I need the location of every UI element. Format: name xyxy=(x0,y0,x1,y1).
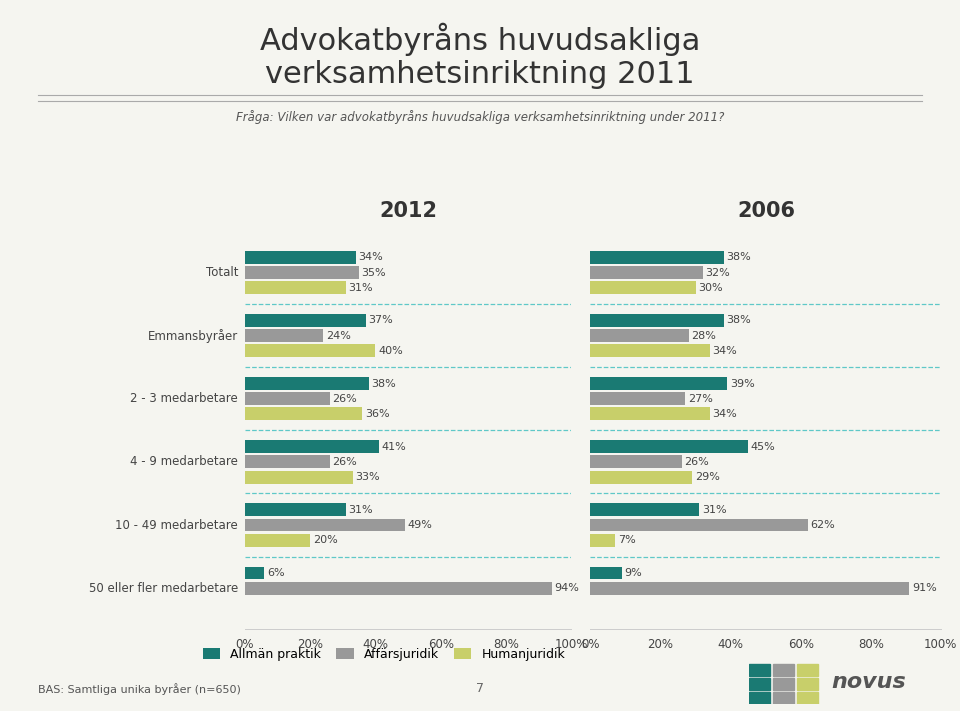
Text: 94%: 94% xyxy=(554,583,579,593)
Bar xyxy=(245,392,329,405)
Text: 49%: 49% xyxy=(407,520,432,530)
Bar xyxy=(245,407,362,420)
Bar xyxy=(245,344,375,357)
Bar xyxy=(590,503,699,516)
Bar xyxy=(797,692,818,704)
Bar xyxy=(590,282,695,294)
Bar xyxy=(245,518,405,532)
Bar xyxy=(590,266,703,279)
Text: 62%: 62% xyxy=(810,520,835,530)
Bar xyxy=(797,678,818,690)
Text: 20%: 20% xyxy=(313,535,338,545)
Text: 2012: 2012 xyxy=(379,201,437,221)
Bar xyxy=(245,378,369,390)
Bar xyxy=(749,664,770,676)
Bar xyxy=(590,392,685,405)
Bar xyxy=(749,692,770,704)
Text: 10 - 49 medarbetare: 10 - 49 medarbetare xyxy=(115,518,238,532)
Text: 26%: 26% xyxy=(332,394,357,404)
Bar xyxy=(245,329,324,342)
Text: 32%: 32% xyxy=(706,267,731,277)
Text: 26%: 26% xyxy=(684,457,709,467)
Text: BAS: Samtliga unika byråer (n=650): BAS: Samtliga unika byråer (n=650) xyxy=(38,683,241,695)
Bar xyxy=(590,344,709,357)
Bar xyxy=(245,314,366,327)
Text: 7: 7 xyxy=(476,683,484,695)
Bar xyxy=(590,456,682,469)
Text: 40%: 40% xyxy=(378,346,403,356)
Bar xyxy=(590,567,622,579)
Bar xyxy=(773,692,794,704)
Bar xyxy=(797,664,818,676)
Bar xyxy=(245,282,346,294)
Text: 91%: 91% xyxy=(912,583,937,593)
Text: 37%: 37% xyxy=(369,316,393,326)
Bar xyxy=(773,678,794,690)
Bar xyxy=(245,582,552,594)
Bar xyxy=(245,266,359,279)
Bar xyxy=(590,582,909,594)
Text: 38%: 38% xyxy=(372,379,396,389)
Text: 35%: 35% xyxy=(362,267,386,277)
Text: 7%: 7% xyxy=(617,535,636,545)
Text: 33%: 33% xyxy=(355,472,380,482)
Bar xyxy=(590,440,748,453)
Bar xyxy=(590,534,615,547)
Bar xyxy=(245,503,346,516)
Text: 31%: 31% xyxy=(348,505,373,515)
Text: 39%: 39% xyxy=(730,379,755,389)
Text: 31%: 31% xyxy=(702,505,727,515)
Text: 28%: 28% xyxy=(691,331,716,341)
Text: 4 - 9 medarbetare: 4 - 9 medarbetare xyxy=(131,456,238,469)
Text: 9%: 9% xyxy=(625,568,642,578)
Text: Fråga: Vilken var advokatbyråns huvudsakliga verksamhetsinriktning under 2011?: Fråga: Vilken var advokatbyråns huvudsak… xyxy=(236,110,724,124)
Text: 34%: 34% xyxy=(358,252,383,262)
Text: 34%: 34% xyxy=(712,346,737,356)
Text: 29%: 29% xyxy=(695,472,720,482)
Bar xyxy=(245,534,310,547)
Text: 38%: 38% xyxy=(727,316,751,326)
Bar xyxy=(245,471,352,483)
Text: 36%: 36% xyxy=(365,409,390,419)
Text: novus: novus xyxy=(831,672,906,692)
Bar xyxy=(590,314,724,327)
Text: Emmansbyråer: Emmansbyråer xyxy=(148,328,238,343)
Bar xyxy=(590,251,724,264)
Bar xyxy=(773,664,794,676)
Bar xyxy=(245,251,356,264)
Bar xyxy=(590,329,688,342)
Bar xyxy=(245,567,264,579)
Text: 6%: 6% xyxy=(267,568,284,578)
Text: verksamhetsinriktning 2011: verksamhetsinriktning 2011 xyxy=(265,60,695,89)
Text: 24%: 24% xyxy=(325,331,350,341)
Text: 45%: 45% xyxy=(751,442,776,451)
Text: 34%: 34% xyxy=(712,409,737,419)
Bar xyxy=(590,407,709,420)
Legend: Allmän praktik, Affärsjuridik, Humanjuridik: Allmän praktik, Affärsjuridik, Humanjuri… xyxy=(198,643,570,665)
Bar xyxy=(245,440,378,453)
Text: 26%: 26% xyxy=(332,457,357,467)
Text: 2006: 2006 xyxy=(737,201,795,221)
Bar xyxy=(590,518,807,532)
Text: 27%: 27% xyxy=(687,394,712,404)
Bar xyxy=(749,678,770,690)
Text: 41%: 41% xyxy=(381,442,406,451)
Bar xyxy=(245,456,329,469)
Text: 2 - 3 medarbetare: 2 - 3 medarbetare xyxy=(131,392,238,405)
Bar xyxy=(590,471,692,483)
Text: Advokatbyråns huvudsakliga: Advokatbyråns huvudsakliga xyxy=(260,23,700,55)
Text: Totalt: Totalt xyxy=(205,266,238,279)
Text: 31%: 31% xyxy=(348,283,373,293)
Text: 50 eller fler medarbetare: 50 eller fler medarbetare xyxy=(89,582,238,594)
Bar xyxy=(590,378,727,390)
Text: 38%: 38% xyxy=(727,252,751,262)
Text: 30%: 30% xyxy=(698,283,723,293)
